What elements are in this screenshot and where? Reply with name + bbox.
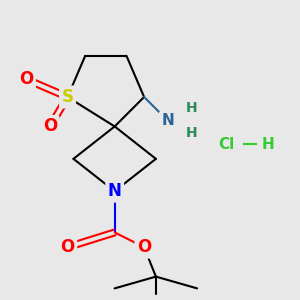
Text: S: S xyxy=(61,88,74,106)
Text: H: H xyxy=(186,101,198,115)
Text: N: N xyxy=(161,113,174,128)
Text: H: H xyxy=(186,126,198,140)
Text: H: H xyxy=(261,136,274,152)
Text: N: N xyxy=(108,182,122,200)
Text: O: O xyxy=(60,238,75,256)
Text: O: O xyxy=(19,70,34,88)
Text: Cl: Cl xyxy=(218,136,235,152)
Text: O: O xyxy=(137,238,151,256)
Text: O: O xyxy=(43,117,57,135)
